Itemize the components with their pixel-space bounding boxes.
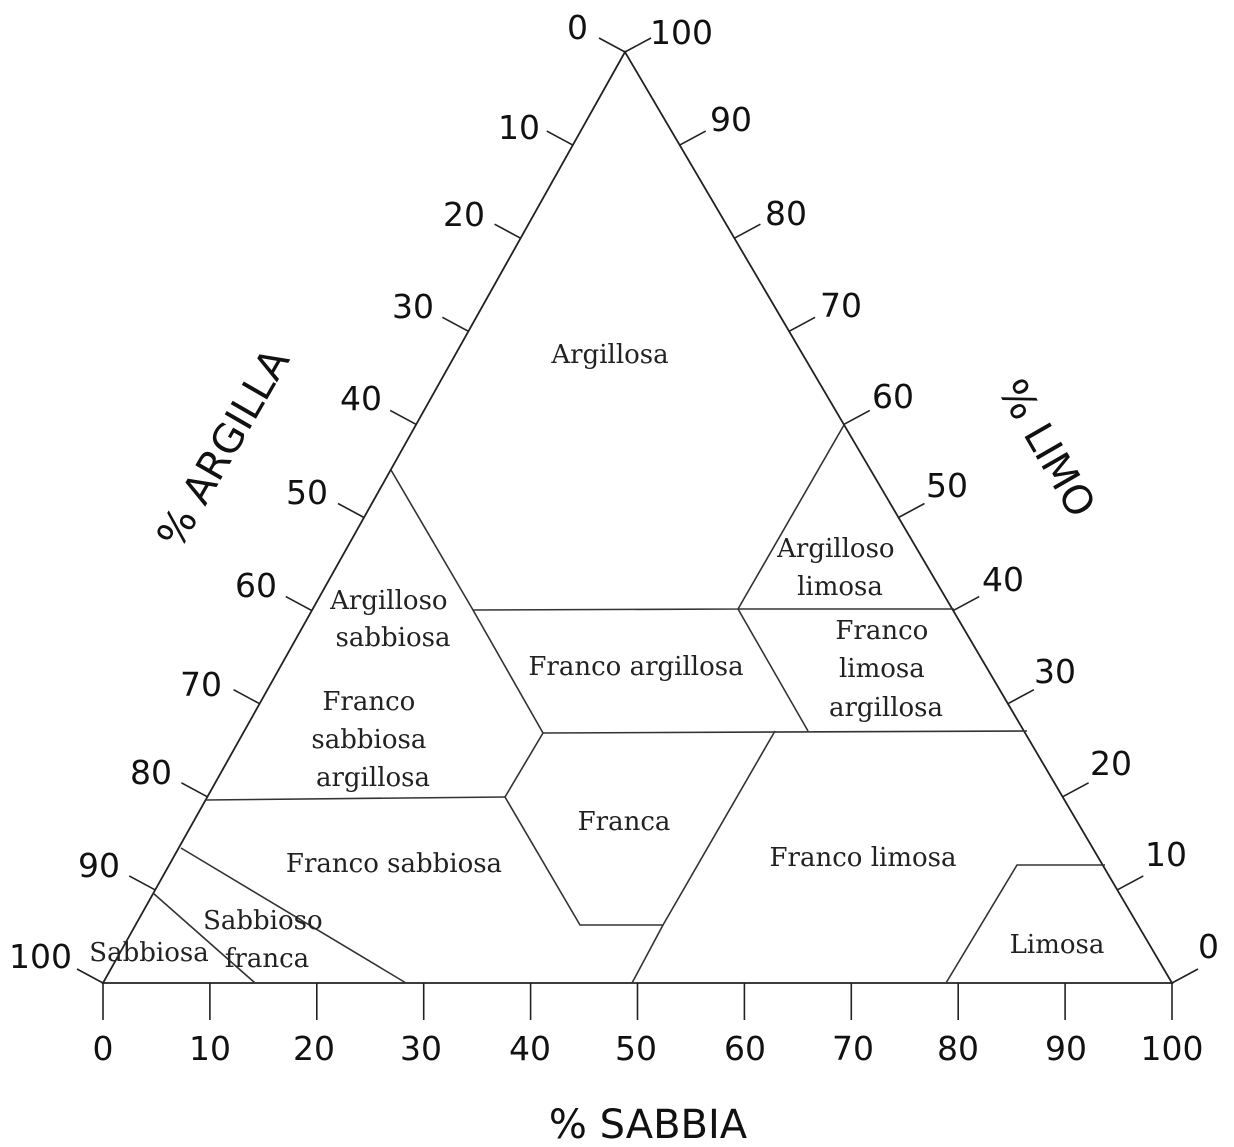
bottom-tick-label: 10: [189, 1029, 231, 1068]
tick-marks: [76, 37, 1199, 1020]
boundary-argilloso-sabbiosa-right: [472, 609, 544, 734]
right-tick-label: 20: [1090, 744, 1132, 783]
boundary-franca-left: [504, 730, 776, 926]
left-tick-label: 100: [9, 937, 72, 976]
region-argilloso-sabbiosa: Argilloso sabbiosa: [329, 586, 456, 653]
right-tick-mark: [898, 502, 925, 519]
region-argilloso-limosa: Argilloso limosa: [776, 534, 903, 602]
right-tick-mark: [788, 316, 816, 333]
region-labels: Argillosa Argilloso sabbiosa Argilloso l…: [89, 340, 1104, 974]
bottom-tick-label: 80: [937, 1029, 979, 1068]
left-tick-mark: [389, 409, 417, 426]
region-argillosa: Argillosa: [550, 340, 668, 370]
left-axis-ticks: 0 10 20 30 40 50 60 70 80 90 100: [9, 8, 588, 976]
bottom-tick-label: 30: [400, 1029, 442, 1068]
left-tick-label: 80: [130, 753, 172, 792]
bottom-tick-label: 70: [832, 1029, 874, 1068]
right-tick-mark: [1116, 875, 1144, 891]
right-tick-label: 0: [1198, 927, 1219, 966]
left-tick-label: 40: [340, 379, 382, 418]
bottom-tick-label: 90: [1045, 1029, 1087, 1068]
left-tick-mark: [494, 223, 521, 239]
right-tick-mark: [1007, 688, 1035, 705]
left-axis-title: % ARGILLA: [148, 341, 299, 556]
boundary-limosa: [945, 864, 1105, 984]
class-boundaries: [152, 424, 1105, 984]
left-tick-mark: [546, 130, 574, 146]
left-tick-mark: [128, 875, 156, 891]
region-franco-sabbiosa: Franco sabbiosa: [286, 849, 502, 879]
right-tick-mark: [624, 37, 652, 53]
left-tick-mark: [233, 688, 260, 705]
right-tick-mark: [679, 130, 707, 146]
region-franco-argillosa: Franco argillosa: [528, 652, 743, 682]
left-tick-label: 0: [567, 8, 588, 47]
boundary-argillosa-lower: [390, 424, 845, 611]
bottom-tick-label: 100: [1141, 1029, 1204, 1068]
right-tick-label: 80: [765, 194, 807, 233]
region-franca: Franca: [578, 807, 671, 837]
left-tick-label: 70: [180, 665, 222, 704]
left-tick-mark: [181, 782, 208, 798]
region-franco-limosa-argillosa: Franco limosa argillosa: [829, 616, 943, 723]
bottom-axis-title: % SABBIA: [549, 1102, 748, 1147]
right-tick-label: 90: [710, 100, 752, 139]
right-tick-mark: [1171, 968, 1199, 984]
left-tick-mark: [76, 968, 104, 984]
right-tick-label: 60: [872, 377, 914, 416]
left-tick-mark: [285, 595, 313, 612]
bottom-axis-ticks: 0 10 20 30 40 50 60 70 80 90 100: [93, 1029, 1204, 1068]
left-tick-label: 60: [235, 566, 277, 605]
boundary-20-line: [204, 796, 506, 801]
boundary-27-line: [542, 730, 1028, 734]
boundary-sabbioso-franca: [180, 847, 407, 984]
bottom-tick-label: 40: [509, 1029, 551, 1068]
right-tick-mark: [734, 223, 761, 239]
region-limosa: Limosa: [1010, 930, 1105, 960]
region-franco-limosa: Franco limosa: [770, 843, 957, 873]
left-tick-label: 10: [498, 108, 540, 147]
left-tick-label: 50: [286, 473, 328, 512]
right-tick-label: 100: [650, 13, 713, 52]
left-tick-label: 30: [392, 287, 434, 326]
boundary-fla-left: [737, 608, 809, 732]
left-tick-mark: [442, 316, 469, 333]
bottom-tick-label: 20: [293, 1029, 335, 1068]
triangle-outline: [101, 50, 1174, 984]
left-tick-label: 90: [78, 846, 120, 885]
right-axis-title: % LIMO: [989, 372, 1104, 526]
right-tick-mark: [952, 595, 980, 612]
right-tick-mark: [843, 409, 871, 426]
left-tick-label: 20: [443, 195, 485, 234]
right-tick-mark: [1062, 782, 1089, 798]
right-tick-label: 70: [820, 286, 862, 325]
region-franco-sabbiosa-argillosa: Franco sabbiosa argillosa: [311, 687, 434, 793]
left-tick-mark: [598, 37, 626, 53]
boundary-sabbiosa: [152, 892, 256, 984]
bottom-tick-label: 60: [724, 1029, 766, 1068]
right-tick-label: 30: [1034, 652, 1076, 691]
right-tick-label: 10: [1145, 835, 1187, 874]
region-sabbioso-franca: Sabbioso franca: [203, 906, 331, 974]
right-tick-label: 40: [982, 560, 1024, 599]
right-axis-ticks: 100 90 80 70 60 50 40 30 20 10 0: [650, 13, 1219, 966]
bottom-tick-label: 50: [615, 1029, 657, 1068]
right-tick-label: 50: [926, 466, 968, 505]
boundary-franca-bottom: [631, 924, 664, 984]
left-tick-mark: [337, 502, 365, 519]
bottom-tick-label: 0: [93, 1029, 114, 1068]
region-sabbiosa: Sabbiosa: [89, 938, 208, 968]
